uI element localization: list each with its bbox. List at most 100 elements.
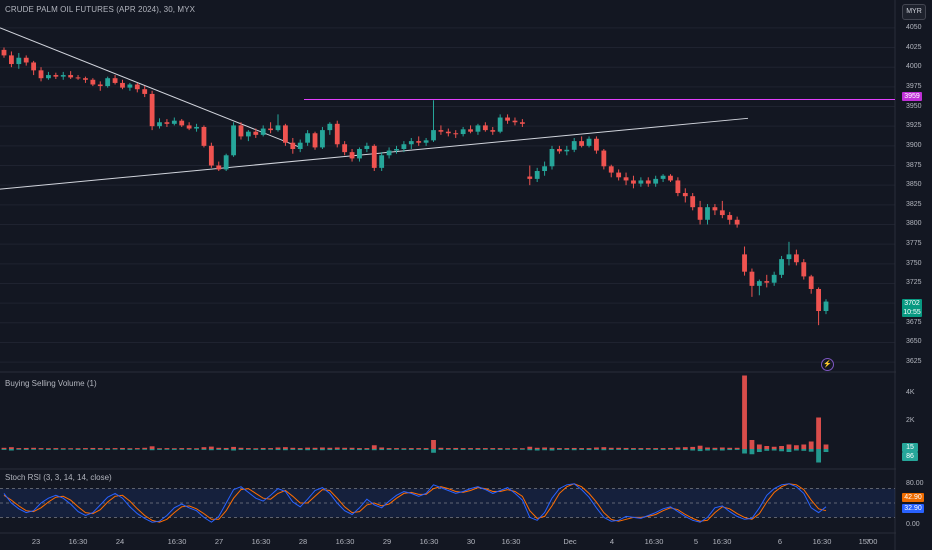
sell-volume-bar bbox=[282, 447, 288, 449]
buy-volume-bar bbox=[645, 449, 651, 450]
buy-volume-bar bbox=[771, 449, 777, 451]
candle-body bbox=[23, 57, 29, 63]
buy-volume-bar bbox=[697, 449, 703, 452]
sell-volume-bar bbox=[793, 445, 799, 449]
buy-volume-bar bbox=[468, 449, 473, 450]
sell-volume-bar bbox=[749, 440, 755, 449]
sell-volume-bar bbox=[727, 447, 733, 449]
sell-volume-bar bbox=[379, 447, 385, 449]
buy-volume-bar bbox=[668, 449, 673, 450]
candle-body bbox=[697, 207, 703, 220]
candle-body bbox=[238, 125, 244, 137]
sell-volume-bar bbox=[253, 448, 259, 449]
buy-volume-bar bbox=[386, 449, 392, 450]
buy-volume-bar bbox=[616, 449, 622, 450]
sell-volume-bar bbox=[542, 447, 548, 449]
buy-volume-bar bbox=[742, 449, 747, 454]
sell-volume-bar bbox=[1, 447, 7, 449]
buy-volume-bar bbox=[734, 449, 740, 450]
sell-volume-bar bbox=[364, 448, 370, 449]
price-tick-label: 3775 bbox=[906, 240, 922, 248]
candle-body bbox=[512, 120, 518, 123]
countdown-value: 10:55 bbox=[903, 309, 921, 316]
sell-volume-bar bbox=[157, 448, 162, 449]
sell-volume-bar bbox=[127, 448, 133, 449]
buy-volume-bar bbox=[290, 449, 296, 450]
sell-volume-bar bbox=[571, 447, 577, 449]
candle-body bbox=[608, 166, 614, 173]
sell-volume-bar bbox=[305, 447, 311, 449]
time-tick-label: 16:30 bbox=[68, 537, 88, 546]
buy-volume-bar bbox=[519, 449, 525, 450]
sell-volume-bar bbox=[260, 447, 266, 449]
price-tick-label: 4050 bbox=[906, 23, 922, 31]
buy-volume-bar bbox=[712, 449, 718, 451]
buy-volume-bar bbox=[253, 449, 259, 450]
candle-body bbox=[216, 165, 222, 170]
sell-volume-bar bbox=[645, 448, 651, 449]
candle-body bbox=[46, 75, 51, 79]
candle-body bbox=[290, 142, 296, 149]
symbol-title[interactable]: CRUDE PALM OIL FUTURES (APR 2024), 30, M… bbox=[5, 5, 196, 14]
buy-volume-bar bbox=[556, 449, 562, 450]
currency-button[interactable]: MYR bbox=[902, 4, 926, 20]
sell-volume-bar bbox=[60, 448, 66, 449]
volume-indicator-title[interactable]: Buying Selling Volume (1) bbox=[5, 379, 97, 388]
buy-volume-bar bbox=[801, 449, 807, 451]
buy-volume-bar bbox=[164, 449, 170, 450]
buy-volume-bar bbox=[23, 449, 29, 450]
buy-volume-bar bbox=[823, 449, 829, 452]
candle-body bbox=[438, 130, 444, 132]
buy-volume-bar bbox=[1, 449, 7, 450]
sell-volume-bar bbox=[327, 447, 333, 449]
sell-volume-bar bbox=[8, 447, 14, 449]
flash-icon[interactable]: ⚡ bbox=[821, 358, 834, 371]
buy-volume-bar bbox=[653, 449, 659, 450]
candle-body bbox=[475, 125, 481, 132]
sell-volume-bar bbox=[38, 448, 44, 449]
buy-volume-bar bbox=[505, 449, 510, 450]
buy-volume-bar bbox=[586, 449, 592, 451]
sell-volume-bar bbox=[549, 447, 555, 449]
sell-volume-bar bbox=[823, 444, 829, 449]
candle-body bbox=[320, 130, 325, 148]
buy-volume-bar bbox=[816, 449, 822, 463]
buy-volume-bar bbox=[8, 449, 14, 451]
candle-body bbox=[668, 175, 673, 181]
stoch-axis-80: 80.00 bbox=[906, 480, 924, 487]
sell-volume-bar bbox=[194, 448, 199, 449]
candle-body bbox=[134, 84, 140, 90]
buy-volume-bar bbox=[690, 449, 696, 451]
sell-volume-bar bbox=[556, 448, 562, 449]
sell-volume-bar bbox=[490, 448, 496, 449]
buy-volume-bar bbox=[779, 449, 784, 452]
sell-volume-bar bbox=[394, 448, 399, 449]
buy-volume-bar bbox=[75, 449, 81, 450]
candle-body bbox=[364, 145, 370, 149]
sell-volume-bar bbox=[216, 447, 222, 449]
candle-body bbox=[823, 301, 829, 312]
candle-body bbox=[468, 129, 473, 132]
buy-volume-bar bbox=[297, 449, 303, 451]
time-tick-label: 16:30 bbox=[335, 537, 355, 546]
sell-volume-bar bbox=[527, 446, 533, 449]
candle-body bbox=[386, 150, 392, 156]
candle-body bbox=[223, 155, 229, 170]
candle-body bbox=[482, 125, 488, 131]
sell-volume-bar bbox=[623, 447, 629, 449]
sell-volume-bar bbox=[208, 446, 214, 449]
sell-volume-bar bbox=[268, 448, 274, 449]
candle-body bbox=[727, 215, 733, 220]
sell-volume-bar bbox=[423, 448, 429, 449]
stoch-indicator-title[interactable]: Stoch RSI (3, 3, 14, 14, close) bbox=[5, 473, 112, 482]
buy-volume-bar bbox=[127, 449, 133, 450]
candle-body bbox=[734, 219, 740, 225]
candle-body bbox=[16, 57, 22, 65]
buy-volume-badge: 15 bbox=[902, 443, 918, 452]
candle-body bbox=[327, 123, 333, 131]
trendlines bbox=[0, 27, 895, 190]
volume-axis-4k: 4K bbox=[906, 389, 915, 396]
price-tick-label: 3850 bbox=[906, 181, 922, 189]
buy-volume-bar bbox=[497, 449, 503, 450]
